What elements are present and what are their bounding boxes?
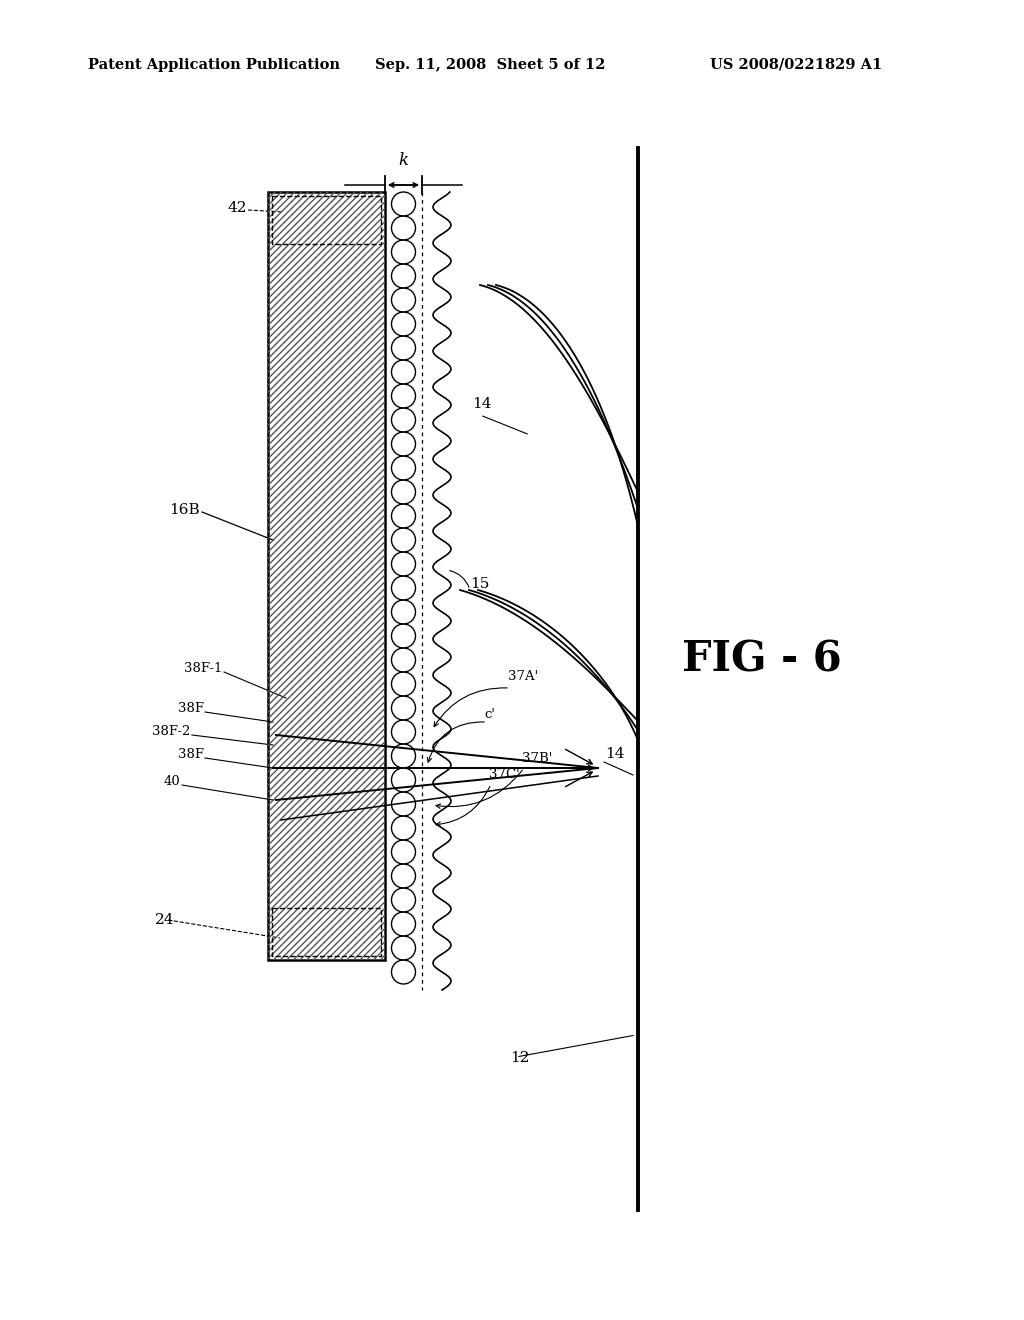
Text: 38F: 38F: [178, 748, 204, 762]
Text: FIG - 6: FIG - 6: [682, 639, 842, 681]
Text: US 2008/0221829 A1: US 2008/0221829 A1: [710, 58, 883, 73]
Text: 15: 15: [470, 577, 489, 591]
Text: 24: 24: [155, 913, 174, 927]
Text: 42: 42: [228, 201, 248, 215]
Text: Sep. 11, 2008  Sheet 5 of 12: Sep. 11, 2008 Sheet 5 of 12: [375, 58, 605, 73]
Text: k: k: [398, 152, 409, 169]
Text: 37C': 37C': [489, 768, 520, 781]
Text: Patent Application Publication: Patent Application Publication: [88, 58, 340, 73]
Text: 40: 40: [163, 775, 180, 788]
Text: 16B: 16B: [169, 503, 200, 517]
Bar: [272, 195, 381, 244]
Text: c': c': [484, 708, 495, 721]
Text: 37B': 37B': [522, 752, 552, 766]
Bar: [272, 908, 381, 956]
Text: 12: 12: [510, 1051, 529, 1065]
Bar: [268, 191, 385, 960]
Text: 14: 14: [472, 397, 492, 411]
Bar: [268, 191, 385, 960]
Text: 14: 14: [605, 747, 625, 762]
Text: 38F-2: 38F-2: [152, 725, 190, 738]
Text: 38F-1: 38F-1: [183, 663, 222, 675]
Text: 38F: 38F: [178, 702, 204, 715]
Text: 37A': 37A': [508, 671, 539, 682]
